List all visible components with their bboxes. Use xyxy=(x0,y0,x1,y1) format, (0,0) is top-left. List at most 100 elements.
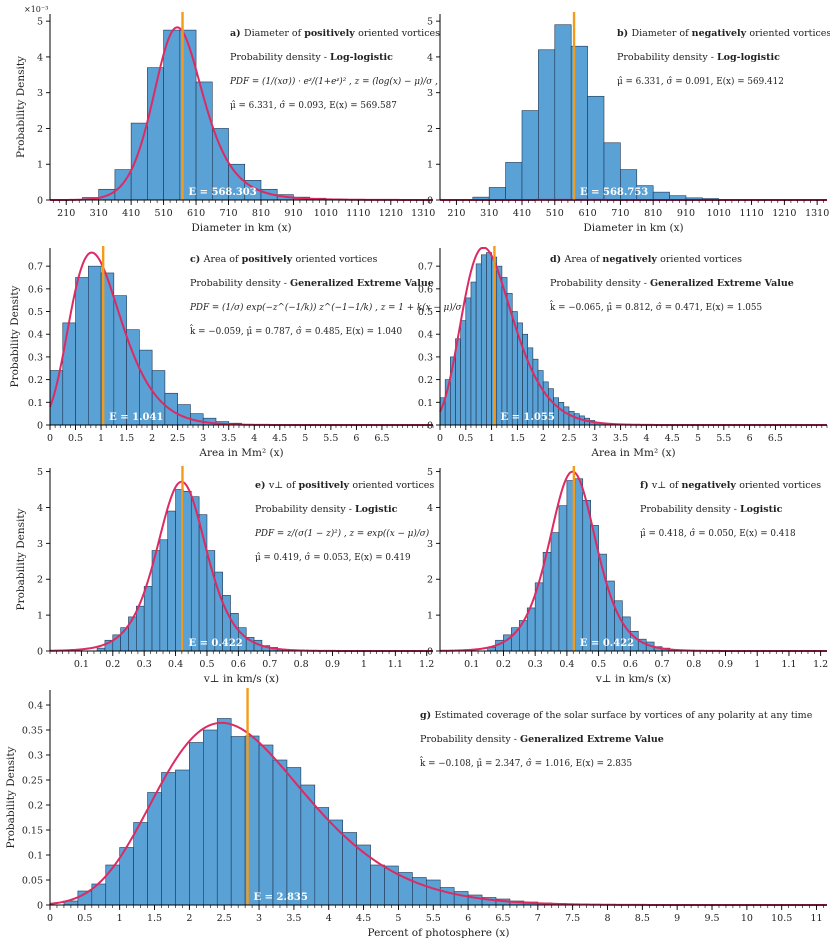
x-tick-label: 0.2 xyxy=(105,659,120,670)
title-bold: negatively xyxy=(681,480,739,491)
y-tick-label: 0 xyxy=(37,647,43,658)
mean-label: E = 1.055 xyxy=(500,412,554,423)
x-tick-label: 3.5 xyxy=(221,433,236,444)
parameters: k̂ = −0.108, μ̂ = 2.347, σ̂ = 1.016, E(x… xyxy=(420,756,632,769)
panel-g: E = 2.835 0 0.5 1 1.5 2 2.5 3 3.5 4 4.5 5 5.5 6 6.5 7 7.… xyxy=(5,688,827,939)
histogram-bar xyxy=(568,411,575,426)
x-tick-label: 0 xyxy=(437,433,443,444)
y-tick-label: 2 xyxy=(37,124,43,135)
x-tick-label: 1.1 xyxy=(781,659,796,670)
y-tick-label: 3 xyxy=(427,88,433,99)
y-tick-label: 0.5 xyxy=(418,307,433,318)
x-tick-label: 1.5 xyxy=(119,433,134,444)
x-tick-label: 6 xyxy=(747,433,753,444)
histogram-bar xyxy=(475,263,482,426)
y-tick-label: 4 xyxy=(37,52,43,63)
histogram-bar xyxy=(505,162,523,201)
parameters: μ̂ = 0.418, σ̂ = 0.050, E(x) = 0.418 xyxy=(640,528,796,539)
formula: PDF = (1/(xσ)) · eᶻ/(1+eᶻ)² , z = (log(x… xyxy=(229,76,438,87)
histogram-bar xyxy=(574,478,584,652)
histogram-bar xyxy=(167,510,176,652)
x-tick-label: 1310 xyxy=(805,208,829,219)
y-tick-label: 0 xyxy=(37,196,43,207)
histogram-bar xyxy=(582,499,591,652)
histogram-bar xyxy=(189,742,204,906)
histogram-bar xyxy=(558,402,565,426)
title-bold: positively xyxy=(304,28,358,39)
density-name: Generalized Extreme Value xyxy=(520,734,664,745)
x-tick-label: 4.5 xyxy=(356,913,371,924)
histogram-bar xyxy=(75,277,89,426)
density-label: Probability density - xyxy=(230,52,330,63)
histogram-bar xyxy=(105,864,120,906)
x-axis-label: Diameter in km (x) xyxy=(583,222,683,234)
y-tick-label: 0.5 xyxy=(28,307,43,318)
x-tick-label: 6.5 xyxy=(768,433,783,444)
x-tick-label: 0.8 xyxy=(686,659,701,670)
x-tick-label: 1210 xyxy=(379,208,403,219)
y-tick-label: 0.3 xyxy=(28,352,43,363)
y-tick-label: 0.05 xyxy=(22,876,43,887)
y-tick-label: 0.6 xyxy=(418,284,433,295)
x-tick-label: 0.5 xyxy=(199,659,214,670)
histogram-bar xyxy=(133,822,148,906)
density-label: Probability density - xyxy=(550,278,650,289)
density-label: Probability density - xyxy=(255,504,355,515)
parameters: k̂ = −0.059, μ̂ = 0.787, σ̂ = 0.485, E(x… xyxy=(190,324,403,337)
y-axis-label: Probability Density xyxy=(9,285,21,387)
y-tick-label: 2 xyxy=(37,575,43,586)
histogram-bar xyxy=(542,552,552,652)
x-axis-label: v⊥ in km/s (x) xyxy=(203,673,279,685)
histogram-bar xyxy=(183,491,192,652)
histogram-bar xyxy=(88,265,102,426)
histogram-bar xyxy=(550,532,560,652)
density-label: Probability density - xyxy=(420,734,520,745)
x-tick-label: 1.5 xyxy=(147,913,162,924)
x-tick-label: 7 xyxy=(535,913,541,924)
x-tick-label: 1 xyxy=(361,659,367,670)
x-tick-label: 6 xyxy=(353,433,359,444)
histogram-bar xyxy=(342,832,357,906)
x-tick-label: 1 xyxy=(98,433,104,444)
histogram-bar xyxy=(175,769,190,906)
y-tick-label: 0.25 xyxy=(22,776,43,787)
x-tick-label: 0.7 xyxy=(654,659,669,670)
x-tick-label: 810 xyxy=(644,208,662,219)
x-tick-label: 3.5 xyxy=(613,433,628,444)
panel-title: e) v⊥ of positively oriented vortices xyxy=(255,480,434,491)
x-tick-label: 0.2 xyxy=(496,659,511,670)
y-tick-label: 1 xyxy=(37,611,43,622)
x-tick-label: 9.5 xyxy=(704,913,719,924)
x-tick-label: 1110 xyxy=(739,208,763,219)
panel-letter: d) xyxy=(550,254,564,265)
x-tick-label: 4.5 xyxy=(665,433,680,444)
x-tick-label: 1010 xyxy=(314,208,338,219)
y-axis-label: Probability Density xyxy=(5,746,17,848)
title-bold: negatively xyxy=(692,28,750,39)
density-line: Probability density - Logistic xyxy=(255,504,398,515)
x-tick-label: 0.6 xyxy=(231,659,246,670)
x-tick-label: 2.5 xyxy=(170,433,185,444)
density-label: Probability density - xyxy=(640,504,740,515)
panel-f: E = 0.422 0.1 0.2 0.3 0.4 0.5 0.6 0.7 0.8 0.9 1 1.1… xyxy=(427,466,828,685)
histogram-bar xyxy=(554,24,572,201)
parameters: μ̂ = 0.419, σ̂ = 0.053, E(x) = 0.419 xyxy=(255,552,411,563)
histogram-bar xyxy=(370,864,385,906)
title-pre: Diameter of xyxy=(631,28,691,39)
y-axis-label: Probability Density xyxy=(15,56,27,158)
x-tick-label: 0.5 xyxy=(68,433,83,444)
x-tick-label: 910 xyxy=(677,208,695,219)
histogram-bar xyxy=(425,879,441,906)
panel-letter: f) xyxy=(640,480,652,491)
x-tick-label: 610 xyxy=(187,208,205,219)
mean-label: E = 0.422 xyxy=(188,638,242,649)
title-post: oriented vortices xyxy=(749,28,830,39)
y-tick-label: 0 xyxy=(37,421,43,432)
panel-letter: b) xyxy=(617,28,631,39)
x-tick-label: 2.5 xyxy=(217,913,232,924)
density-line: Probability density - Logistic xyxy=(640,504,783,515)
x-tick-label: 0.5 xyxy=(77,913,92,924)
x-tick-label: 3.5 xyxy=(286,913,301,924)
x-tick-label: 1.1 xyxy=(388,659,403,670)
